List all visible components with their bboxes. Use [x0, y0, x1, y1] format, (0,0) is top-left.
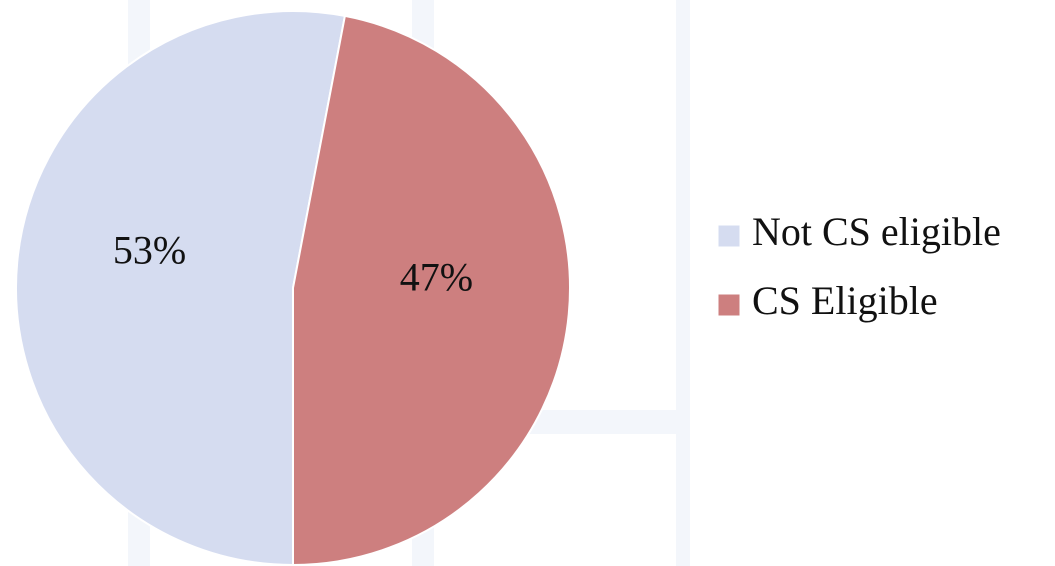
legend-label: Not CS eligible [752, 209, 1001, 254]
legend-label: CS Eligible [752, 278, 938, 323]
legend-swatch [717, 224, 741, 248]
legend-swatch [717, 293, 741, 317]
data-label: 47% [400, 255, 473, 300]
pie: 53% 47% [15, 10, 571, 566]
data-label: 53% [113, 228, 186, 273]
pie-slice [15, 10, 347, 566]
pie-slice [292, 14, 571, 566]
legend: Not CS eligible CS Eligible [717, 209, 1001, 323]
